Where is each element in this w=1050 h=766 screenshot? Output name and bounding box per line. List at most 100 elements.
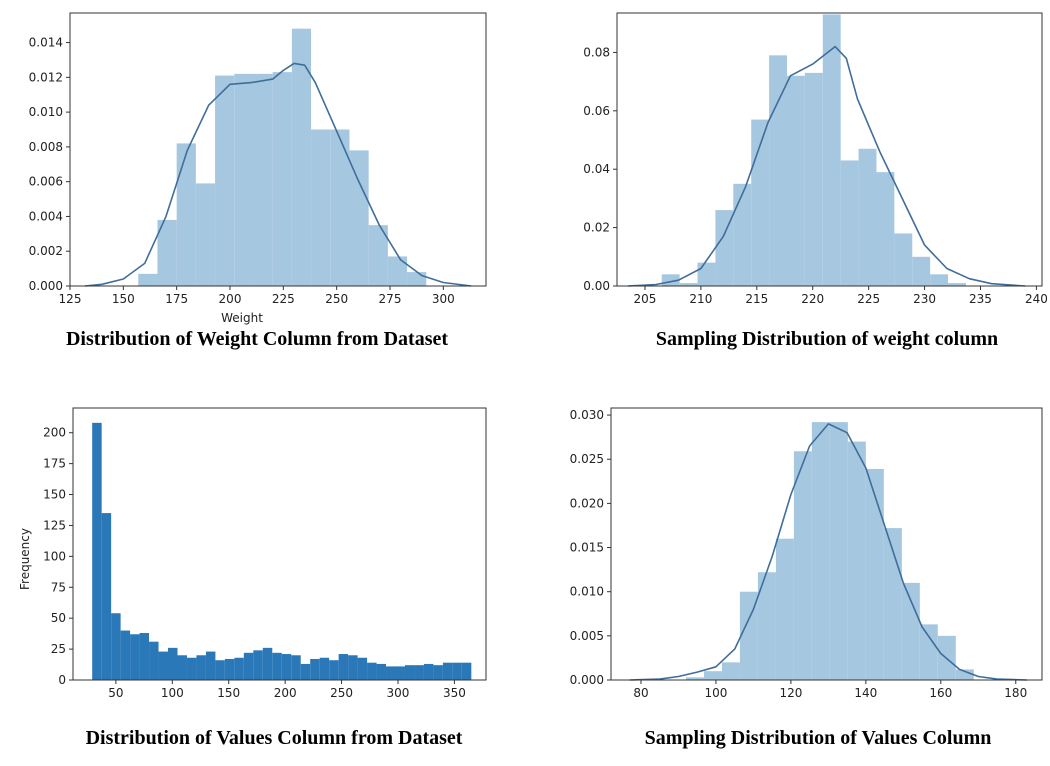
histogram-bar [876,172,895,286]
histogram-bar [930,274,949,286]
histogram-bar [176,143,196,286]
chart-weight-distribution: 125 150 175 200 225 250 275 300 0.000 0.002 0.004 0… [0,0,525,383]
histogram-bar [138,273,158,286]
histogram-bar [139,633,150,680]
y-tick-label: 0.04 [583,162,610,176]
y-tick-label: 0.004 [29,209,63,223]
histogram-bar [829,422,848,680]
y-tick-label: 0.002 [29,244,63,258]
x-tick-label: 225 [857,292,880,306]
plot-frame [616,12,1043,287]
x-tick-label: 100 [161,686,184,700]
chart-values-distribution-plot: 50 100 150 200 250 300 350 0 25 50 75 100 125 150 175 2… [18,407,487,700]
histogram-bar [858,148,877,286]
histogram-bar [721,662,740,680]
histogram-bar [262,647,273,680]
histogram-bar [757,572,776,680]
y-tick-label: 0.006 [29,175,63,189]
histogram-bar [157,219,177,286]
y-tick-label: 0.000 [570,673,604,687]
histogram-bar [195,183,216,286]
y-tick-label: 0.06 [583,104,610,118]
chart-values-sampling-plot: 80 100 120 140 160 180 0.000 0.005 0.010 0.015 0.0… [570,407,1043,700]
histogram-bar [291,28,312,286]
histogram-bar [793,451,812,680]
histogram-bar [368,225,388,286]
x-tick-label: 300 [432,292,455,306]
x-tick-label: 205 [634,292,657,306]
x-tick-label: 275 [379,292,402,306]
x-tick-label: 250 [330,686,353,700]
histogram-bar [357,657,368,680]
y-tick-label: 75 [51,580,66,594]
caption-weight-sampling: Sampling Distribution of weight column [655,328,999,350]
histogram-bar [822,14,841,286]
y-tick-label: 50 [51,611,66,625]
x-tick-label: 140 [854,686,877,700]
x-tick-label: 180 [1004,686,1027,700]
histogram-bar [919,624,938,680]
histogram-bar [234,657,244,680]
histogram-bar [442,662,453,680]
histogram-bar [697,262,716,286]
y-tick-label: 200 [43,426,66,440]
histogram-bar [319,657,330,680]
y-tick-label: 0.030 [570,408,604,422]
plot-frame [610,407,1043,681]
y-tick-label: 150 [43,488,66,502]
histogram-bar [811,422,830,680]
y-tick-label: 0.000 [29,279,63,293]
histogram-bar [661,274,680,286]
y-tick-label: 0.02 [583,221,610,235]
histogram-bar [224,658,235,680]
x-tick-label: 50 [108,686,123,700]
y-tick-label: 0.020 [570,496,604,510]
histogram-bar [101,513,112,680]
histogram-bar [679,283,698,286]
histogram-bar [234,73,254,287]
y-tick-label: 25 [51,642,66,656]
histogram-bar [196,655,206,680]
x-tick-label: 215 [745,292,768,306]
histogram-bar [452,662,462,680]
histogram-bar [376,663,387,680]
x-tick-label: 220 [801,292,824,306]
y-tick-label: 100 [43,549,66,563]
histogram-bar [311,129,331,286]
histogram-bar [253,650,263,680]
histogram-bar [948,283,966,286]
x-tick-label: 300 [387,686,410,700]
chart-values-distribution: 50 100 150 200 250 300 350 0 25 50 75 100 125 150 175 2… [18,407,487,749]
histogram-bar [775,538,794,680]
x-tick-label: 240 [1025,292,1048,306]
histogram-bar [386,666,396,680]
histogram-bar [149,641,159,680]
y-tick-label: 0.014 [29,36,63,50]
histogram-bar [92,422,102,680]
y-tick-label: 0.08 [583,45,610,59]
x-tick-label: 225 [272,292,295,306]
histogram-bar [787,75,805,287]
y-tick-label: 0.008 [29,140,63,154]
histogram-bar [281,654,292,680]
caption-weight-distribution: Distribution of Weight Column from Datas… [65,328,449,350]
chart-weight-sampling: 205 210 215 220 225 230 235 240 0.00 0.02 0.04 0.06… [583,12,1048,350]
histogram-bar [291,655,301,680]
histogram-bar [349,150,369,286]
y-axis-label: Frequency [18,528,32,590]
histogram-bar [215,75,235,286]
histogram-bar [804,72,823,286]
histogram-bar [387,256,408,286]
x-tick-label: 350 [443,686,466,700]
histogram-bar [130,634,140,680]
chart-weight-sampling-plot: 205 210 215 220 225 230 235 240 0.00 0.02 0.04 0.06… [583,12,1048,306]
chart-weight-distribution-plot: 125 150 175 200 225 250 275 300 0.000 0.002 0.004 0… [29,12,487,325]
histogram-bar [158,651,169,680]
histogram-bar [955,669,974,680]
y-tick-label: 0.010 [29,105,63,119]
histogram-bar [423,663,434,680]
plot-frame [69,12,487,287]
histogram-bar [703,671,722,680]
histogram-bar [865,468,884,680]
